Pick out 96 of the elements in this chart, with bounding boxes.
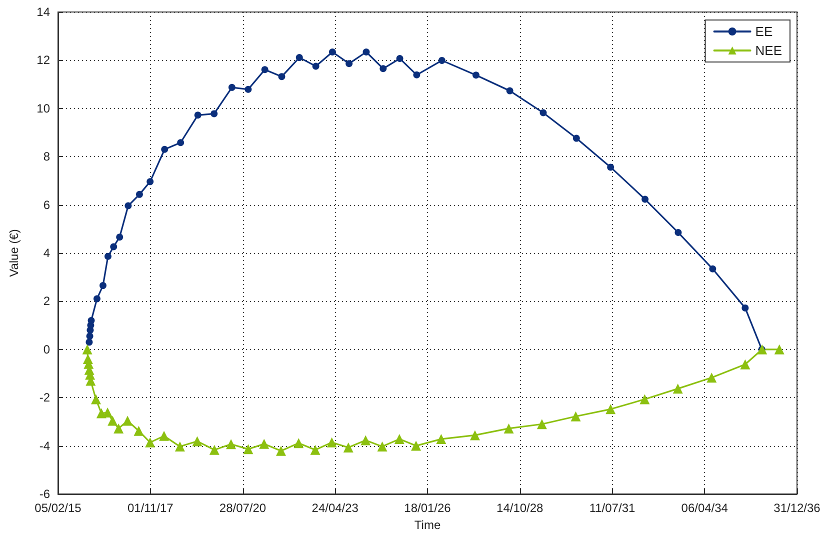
point <box>360 435 371 446</box>
point <box>570 411 581 422</box>
x-tick-label: 01/11/17 <box>127 501 174 515</box>
point <box>93 295 100 302</box>
point <box>161 146 168 153</box>
point <box>278 73 286 80</box>
legend-label: NEE <box>755 43 782 58</box>
x-tick-label: 24/04/23 <box>312 501 359 515</box>
point <box>413 71 420 78</box>
y-tick-label: -4 <box>39 438 50 453</box>
y-tick-label: 8 <box>43 150 50 164</box>
y-tick-label: 0 <box>43 342 50 356</box>
point <box>110 243 118 250</box>
point <box>294 438 304 448</box>
point <box>99 282 106 290</box>
y-tick-label: -6 <box>39 487 50 501</box>
point <box>606 404 616 414</box>
point <box>259 438 270 449</box>
point <box>82 344 92 354</box>
x-tick-label: 18/01/26 <box>404 501 452 515</box>
point <box>394 434 404 444</box>
point <box>296 54 303 62</box>
point <box>114 423 124 434</box>
point <box>145 437 156 448</box>
point <box>438 56 446 64</box>
point <box>607 164 614 171</box>
point <box>640 394 650 404</box>
point <box>243 444 254 454</box>
x-tick-label: 11/07/31 <box>589 501 636 515</box>
point <box>740 359 750 370</box>
point <box>134 426 144 436</box>
point <box>136 190 143 198</box>
point <box>159 430 170 441</box>
point <box>506 87 514 94</box>
point <box>122 416 133 426</box>
y-tick-label: 10 <box>36 101 50 116</box>
x-tick-label: 06/04/34 <box>681 501 728 515</box>
point <box>209 444 220 455</box>
point <box>572 134 580 142</box>
point <box>310 444 320 455</box>
point <box>504 423 514 434</box>
point <box>536 419 547 430</box>
x-axis-title: Time <box>414 518 441 532</box>
point <box>102 408 113 418</box>
point <box>174 442 185 452</box>
point <box>124 202 132 210</box>
point <box>210 110 218 118</box>
point <box>226 439 236 450</box>
point <box>194 112 202 119</box>
y-axis-title: Value (€) <box>7 229 21 277</box>
point <box>326 437 337 448</box>
y-tick-label: 4 <box>43 246 50 260</box>
point <box>228 84 236 91</box>
point <box>709 265 716 272</box>
point <box>343 442 354 452</box>
x-tick-label: 05/02/15 <box>34 501 82 515</box>
point <box>380 65 387 72</box>
point <box>742 304 749 312</box>
point <box>774 344 784 354</box>
y-tick-label: 14 <box>36 5 50 19</box>
point <box>86 338 93 346</box>
y-tick-label: -2 <box>39 390 50 405</box>
x-tick-label: 14/10/28 <box>496 501 544 515</box>
point <box>312 62 320 70</box>
point <box>377 442 388 452</box>
x-tick-label: 28/07/20 <box>219 501 266 515</box>
point <box>674 229 682 236</box>
point <box>470 430 480 440</box>
point <box>672 384 683 394</box>
point <box>244 86 252 93</box>
point <box>116 234 124 241</box>
point <box>346 60 353 68</box>
point <box>90 394 101 404</box>
point <box>192 436 202 446</box>
point <box>706 372 717 383</box>
point <box>396 55 404 62</box>
point <box>540 109 547 116</box>
point <box>108 416 118 426</box>
point <box>88 316 95 324</box>
point <box>472 72 480 79</box>
point <box>261 66 268 74</box>
point <box>104 252 112 260</box>
point <box>642 196 649 203</box>
point <box>276 446 286 456</box>
point <box>146 178 154 186</box>
legend-label: EE <box>755 24 773 39</box>
point <box>328 48 336 56</box>
point <box>411 440 422 451</box>
y-tick-label: 6 <box>43 198 50 212</box>
point <box>436 434 446 444</box>
point <box>177 139 184 146</box>
point <box>86 332 94 340</box>
y-tick-label: 2 <box>43 294 50 308</box>
x-tick-label: 31/12/36 <box>774 501 821 515</box>
y-tick-label: 12 <box>36 53 50 68</box>
point <box>362 48 370 56</box>
